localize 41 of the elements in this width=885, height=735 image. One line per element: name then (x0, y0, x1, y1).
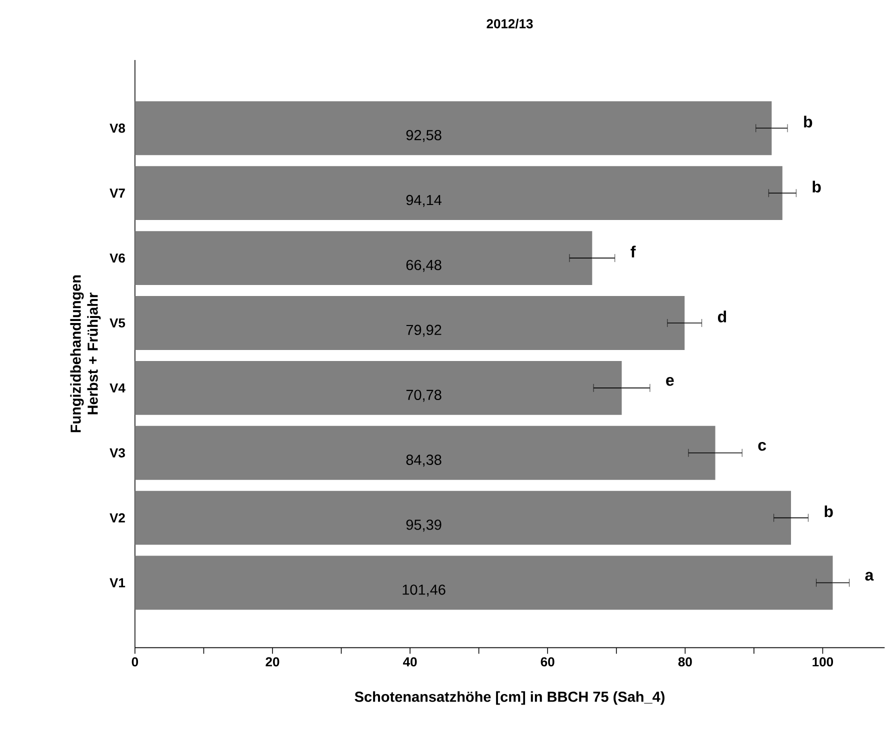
data-label: 101,46 (402, 584, 446, 597)
y-tick-label: V5 (110, 318, 126, 328)
y-tick-label: V8 (110, 124, 126, 133)
data-label: 84,38 (406, 454, 442, 467)
x-tick-label: 80 (678, 657, 692, 667)
annotation: b (812, 180, 821, 193)
annotation: a (865, 572, 874, 581)
x-tick-label: 0 (132, 657, 138, 667)
x-tick-label: 40 (403, 657, 417, 667)
y-tick-label: V6 (110, 254, 125, 263)
bar (134, 101, 772, 156)
data-label: 92,58 (406, 130, 442, 142)
data-label: 66,48 (406, 260, 442, 272)
data-label: 79,92 (406, 324, 442, 337)
annotation: d (718, 310, 726, 323)
annotation: e (666, 377, 674, 386)
annotation: b (824, 506, 833, 518)
bar (134, 556, 833, 610)
y-tick-label: V3 (110, 448, 125, 458)
bar (134, 166, 782, 220)
data-label: 94,14 (406, 195, 442, 208)
y-tick-label: V1 (110, 578, 126, 588)
data-label: 70,78 (406, 390, 442, 402)
y-tick-label: V2 (110, 513, 125, 523)
annotation: c (758, 442, 766, 451)
x-tick-label: 60 (540, 657, 554, 667)
annotation: f (630, 246, 636, 258)
y-tick-label: V4 (110, 384, 126, 393)
bar (134, 426, 716, 480)
annotation: b (804, 116, 812, 128)
x-axis-title: Schotenansatzhöhe [cm] in BBCH 75 (Sah_4) (354, 691, 664, 705)
x-tick-label: 100 (812, 657, 834, 667)
y-tick-label: V7 (110, 188, 125, 198)
chart-title: 2012/13 (486, 18, 533, 29)
bar (134, 231, 592, 286)
bar (134, 491, 791, 545)
y-axis-title: Fungizidbehandlungen Herbst + Frühjahr (70, 276, 101, 432)
x-tick-label: 20 (266, 657, 280, 667)
bar (134, 296, 685, 350)
bar (134, 361, 622, 416)
data-label: 95,39 (406, 520, 442, 532)
